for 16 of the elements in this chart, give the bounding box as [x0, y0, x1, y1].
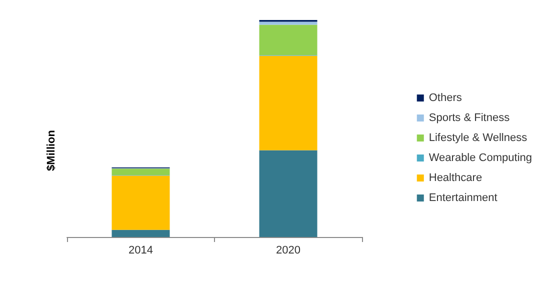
legend-label: Lifestyle & Wellness	[428, 132, 528, 144]
bar	[259, 22, 318, 25]
bar	[259, 24, 318, 56]
bar	[259, 150, 318, 237]
bar	[259, 56, 318, 150]
legend-label: Sports & Fitness	[428, 112, 510, 124]
x-tick-label: 2014	[128, 244, 153, 256]
bar	[112, 168, 170, 176]
x-tick-label: 2020	[276, 244, 300, 256]
legend-label: Wearable Computing	[428, 152, 532, 164]
bar	[112, 176, 170, 230]
legend-label: Others	[428, 92, 462, 104]
y-axis-title: $Million	[46, 130, 58, 171]
bar	[112, 230, 170, 237]
legend-label: Entertainment	[428, 192, 498, 204]
legend-label: Healthcare	[428, 172, 482, 184]
